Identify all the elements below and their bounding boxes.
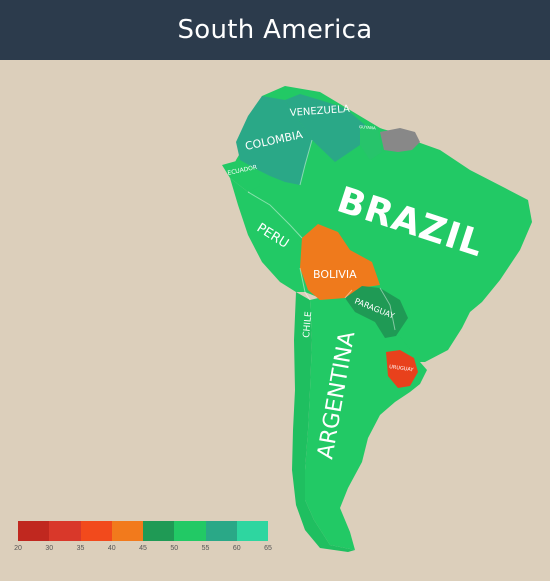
country-label-bolivia: BOLIVIA <box>313 268 357 281</box>
country-shape-ecuador <box>222 160 260 192</box>
country-shape-colombia <box>236 96 312 185</box>
country-shape-venezuela <box>285 94 365 162</box>
color-legend: 20 30 35 40 45 50 55 60 65 <box>14 521 272 561</box>
country-shape-french-guiana <box>380 128 420 152</box>
legend-tick-label: 45 <box>139 545 147 552</box>
legend-tick-label: 50 <box>170 545 179 552</box>
country-label-venezuela: VENEZUELA <box>289 104 350 119</box>
legend-tick-label: 20 <box>14 545 22 552</box>
country-shape-bolivia <box>300 224 380 300</box>
country-label-guyana: GUYANA <box>359 124 376 130</box>
legend-tick-label: 30 <box>45 545 54 552</box>
legend-tick-label: 60 <box>232 545 241 552</box>
title-bar: South America <box>0 0 550 60</box>
legend-swatch-6 <box>205 521 237 541</box>
legend-tick-label: 35 <box>76 545 85 552</box>
legend-swatch-1 <box>49 521 81 541</box>
legend-tick-label: 65 <box>264 545 272 552</box>
country-label-chile: CHILE <box>302 311 314 338</box>
country-borders <box>247 139 396 331</box>
legend-swatch-4 <box>143 521 175 541</box>
country-shape-peru <box>230 178 305 292</box>
country-shape-chile <box>292 292 355 552</box>
south-america-map: VENEZUELA COLOMBIA GUYANA ECUADOR BRAZIL… <box>222 86 532 552</box>
country-label-uruguay: URUGUAY <box>389 364 415 373</box>
legend-swatches <box>18 521 268 541</box>
legend-swatch-0 <box>18 521 50 541</box>
legend-tick-label: 40 <box>107 545 116 552</box>
legend-swatch-3 <box>111 521 143 541</box>
page-title: South America <box>177 15 373 45</box>
legend-tick-label: 55 <box>201 545 210 552</box>
country-shape-guyana <box>360 126 382 160</box>
legend-swatch-5 <box>174 521 206 541</box>
country-shape-uruguay <box>386 350 418 388</box>
legend-swatch-2 <box>80 521 112 541</box>
legend-swatch-7 <box>236 521 268 541</box>
legend-ticks: 20 30 35 40 45 50 55 60 65 <box>14 545 272 559</box>
country-shape-paraguay <box>345 286 408 338</box>
